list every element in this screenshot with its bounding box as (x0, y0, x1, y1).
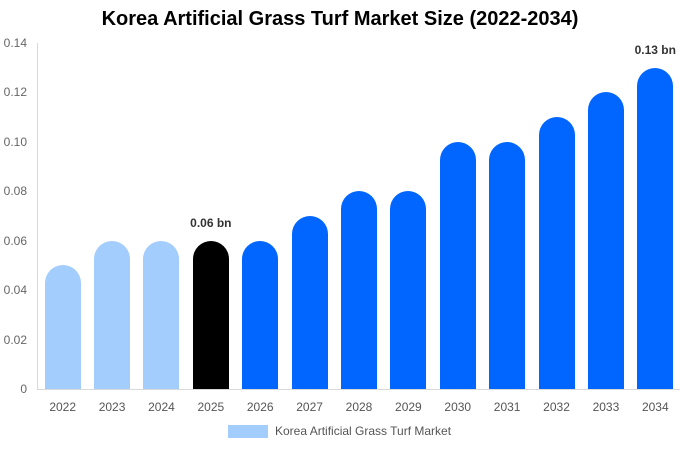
y-tick-label: 0.12 (3, 85, 27, 100)
y-tick-label: 0.02 (3, 332, 27, 347)
legend: Korea Artificial Grass Turf Market (228, 424, 451, 438)
bar-2029 (390, 191, 427, 389)
x-tick-label: 2024 (148, 400, 175, 414)
bar-2032 (538, 117, 575, 389)
chart-title: Korea Artificial Grass Turf Market Size … (101, 8, 579, 30)
bar-2027 (291, 216, 328, 389)
bar-2022 (44, 265, 81, 389)
bar-2033 (587, 92, 624, 389)
bar-2028 (341, 191, 377, 389)
x-tick-label: 2032 (543, 400, 570, 414)
x-tick-label: 2029 (395, 400, 422, 414)
plot-area (38, 43, 680, 389)
y-axis-line (37, 43, 38, 390)
x-tick-label: 2022 (49, 400, 77, 414)
x-axis-line (37, 389, 680, 390)
x-tick-label: 2030 (444, 400, 472, 414)
x-tick-label: 2026 (246, 400, 274, 414)
x-tick-label: 2034 (641, 400, 669, 414)
x-tick-label: 2031 (493, 400, 521, 414)
x-tick-label: 2025 (197, 400, 225, 414)
bar-2026 (242, 240, 279, 389)
bar-2030 (439, 141, 476, 389)
bar-2023 (94, 240, 131, 389)
bar-2034 (637, 67, 674, 389)
x-tick-label: 2027 (296, 400, 323, 414)
x-tick-label: 2033 (592, 400, 620, 414)
y-tick-label: 0.10 (3, 134, 27, 149)
legend-label: Korea Artificial Grass Turf Market (275, 424, 452, 438)
x-tick-label: 2028 (345, 400, 373, 414)
data-label-2034: 0.13 bn (634, 42, 676, 57)
data-label-2025: 0.06 bn (190, 215, 232, 230)
bar-2025 (192, 240, 229, 389)
y-tick-label: 0.08 (3, 184, 27, 199)
y-tick-label: 0.14 (3, 36, 27, 50)
y-tick-label: 0.04 (3, 283, 27, 298)
y-tick-label: 0.06 (3, 233, 27, 248)
bar-2024 (143, 240, 180, 389)
x-tick-label: 2023 (98, 400, 126, 414)
bar-2031 (489, 141, 526, 389)
legend-swatch (228, 424, 268, 438)
y-tick-label: 0 (20, 382, 27, 396)
